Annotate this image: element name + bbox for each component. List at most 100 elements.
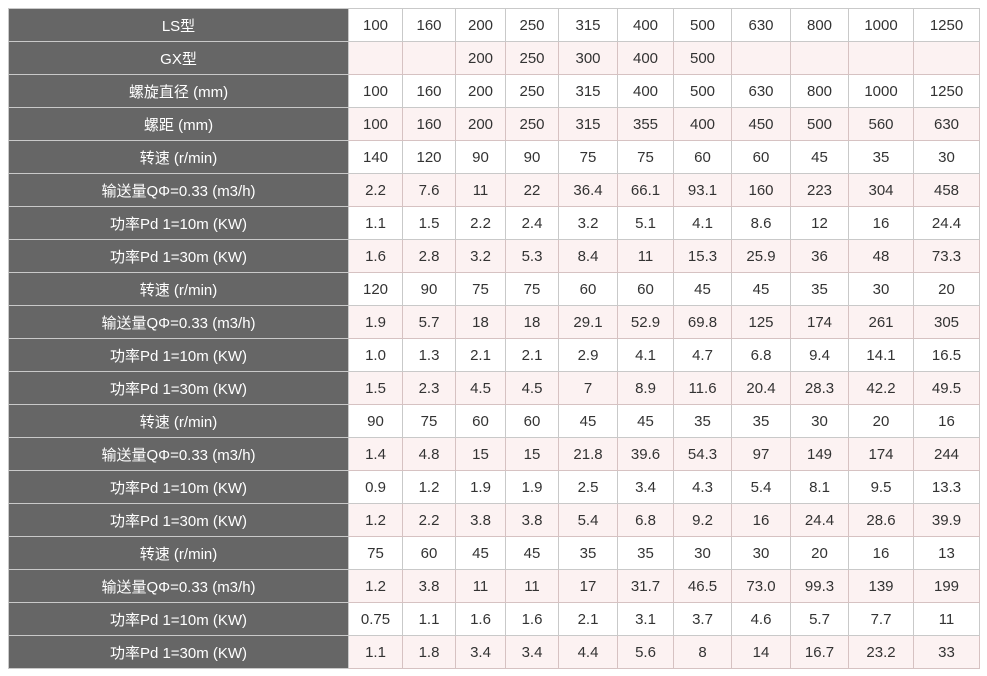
value-cell: 630 xyxy=(731,74,791,108)
value-cell: 16 xyxy=(731,503,791,537)
value-cell: 3.4 xyxy=(505,635,559,669)
value-cell: 73.0 xyxy=(731,569,791,603)
value-cell: 1000 xyxy=(848,8,914,42)
value-cell: 3.2 xyxy=(558,206,618,240)
value-cell: 28.6 xyxy=(848,503,914,537)
value-cell: 45 xyxy=(455,536,506,570)
value-cell: 11 xyxy=(455,569,506,603)
table-row: 转速 (r/min) 120 90 75 75 60 60 45 45 35 30 20 xyxy=(8,272,980,306)
value-cell xyxy=(402,41,456,75)
value-cell: 3.8 xyxy=(455,503,506,537)
value-cell: 5.3 xyxy=(505,239,559,273)
value-cell: 8.9 xyxy=(617,371,674,405)
value-cell: 16 xyxy=(848,536,914,570)
row-label: 螺距 (mm) xyxy=(8,107,349,141)
value-cell: 1.3 xyxy=(402,338,456,372)
value-cell: 66.1 xyxy=(617,173,674,207)
value-cell: 2.8 xyxy=(402,239,456,273)
value-cell: 60 xyxy=(455,404,506,438)
value-cell: 35 xyxy=(848,140,914,174)
value-cell: 1.6 xyxy=(348,239,403,273)
value-cell: 42.2 xyxy=(848,371,914,405)
value-cell: 2.4 xyxy=(505,206,559,240)
value-cell: 1.6 xyxy=(505,602,559,636)
value-cell: 21.8 xyxy=(558,437,618,471)
value-cell: 458 xyxy=(913,173,980,207)
value-cell: 90 xyxy=(505,140,559,174)
row-label: 转速 (r/min) xyxy=(8,404,349,438)
value-cell: 500 xyxy=(790,107,849,141)
table-row: GX型 200 250 300 400 500 xyxy=(8,41,980,75)
value-cell: 73.3 xyxy=(913,239,980,273)
value-cell: 200 xyxy=(455,41,506,75)
value-cell: 11 xyxy=(617,239,674,273)
value-cell: 160 xyxy=(731,173,791,207)
value-cell: 16.7 xyxy=(790,635,849,669)
value-cell: 30 xyxy=(673,536,732,570)
value-cell: 90 xyxy=(402,272,456,306)
value-cell: 75 xyxy=(558,140,618,174)
value-cell: 14.1 xyxy=(848,338,914,372)
value-cell: 16.5 xyxy=(913,338,980,372)
value-cell: 9.4 xyxy=(790,338,849,372)
value-cell: 174 xyxy=(790,305,849,339)
value-cell: 149 xyxy=(790,437,849,471)
value-cell: 2.2 xyxy=(402,503,456,537)
value-cell: 30 xyxy=(790,404,849,438)
row-label: 输送量QΦ=0.33 (m3/h) xyxy=(8,305,349,339)
value-cell: 4.5 xyxy=(455,371,506,405)
value-cell: 400 xyxy=(617,8,674,42)
value-cell: 1.9 xyxy=(455,470,506,504)
value-cell: 300 xyxy=(558,41,618,75)
value-cell: 28.3 xyxy=(790,371,849,405)
value-cell: 2.1 xyxy=(505,338,559,372)
row-label: 螺旋直径 (mm) xyxy=(8,74,349,108)
value-cell: 800 xyxy=(790,8,849,42)
value-cell: 1.9 xyxy=(348,305,403,339)
row-label: 输送量QΦ=0.33 (m3/h) xyxy=(8,569,349,603)
value-cell: 1.5 xyxy=(402,206,456,240)
value-cell: 2.2 xyxy=(455,206,506,240)
value-cell: 18 xyxy=(455,305,506,339)
table-row: 功率Pd 1=30m (KW) 1.1 1.8 3.4 3.4 4.4 5.6 8 14 16.7… xyxy=(8,635,980,669)
value-cell: 60 xyxy=(505,404,559,438)
value-cell: 14 xyxy=(731,635,791,669)
row-label: 功率Pd 1=30m (KW) xyxy=(8,239,349,273)
row-label: 功率Pd 1=10m (KW) xyxy=(8,602,349,636)
value-cell: 4.1 xyxy=(673,206,732,240)
value-cell: 11 xyxy=(505,569,559,603)
value-cell: 45 xyxy=(558,404,618,438)
value-cell: 15.3 xyxy=(673,239,732,273)
value-cell xyxy=(731,41,791,75)
row-label: LS型 xyxy=(8,8,349,42)
value-cell: 24.4 xyxy=(913,206,980,240)
table-row: 螺旋直径 (mm) 100 160 200 250 315 400 500 630 800 1000… xyxy=(8,74,980,108)
value-cell: 15 xyxy=(455,437,506,471)
value-cell: 8.1 xyxy=(790,470,849,504)
value-cell: 200 xyxy=(455,107,506,141)
value-cell: 1.0 xyxy=(348,338,403,372)
value-cell: 5.7 xyxy=(790,602,849,636)
value-cell: 29.1 xyxy=(558,305,618,339)
value-cell: 49.5 xyxy=(913,371,980,405)
table-row: 功率Pd 1=30m (KW) 1.5 2.3 4.5 4.5 7 8.9 11.6 20.4 2… xyxy=(8,371,980,405)
value-cell: 99.3 xyxy=(790,569,849,603)
value-cell: 223 xyxy=(790,173,849,207)
value-cell xyxy=(913,41,980,75)
value-cell: 22 xyxy=(505,173,559,207)
value-cell: 35 xyxy=(731,404,791,438)
value-cell: 5.6 xyxy=(617,635,674,669)
value-cell: 75 xyxy=(402,404,456,438)
value-cell: 200 xyxy=(455,74,506,108)
value-cell xyxy=(348,41,403,75)
value-cell: 1.6 xyxy=(455,602,506,636)
value-cell: 500 xyxy=(673,8,732,42)
value-cell: 11 xyxy=(455,173,506,207)
value-cell: 2.5 xyxy=(558,470,618,504)
value-cell xyxy=(848,41,914,75)
table-row: 输送量QΦ=0.33 (m3/h) 2.2 7.6 11 22 36.4 66.1 93.1 1… xyxy=(8,173,980,207)
value-cell: 45 xyxy=(617,404,674,438)
value-cell: 33 xyxy=(913,635,980,669)
row-label: 转速 (r/min) xyxy=(8,272,349,306)
